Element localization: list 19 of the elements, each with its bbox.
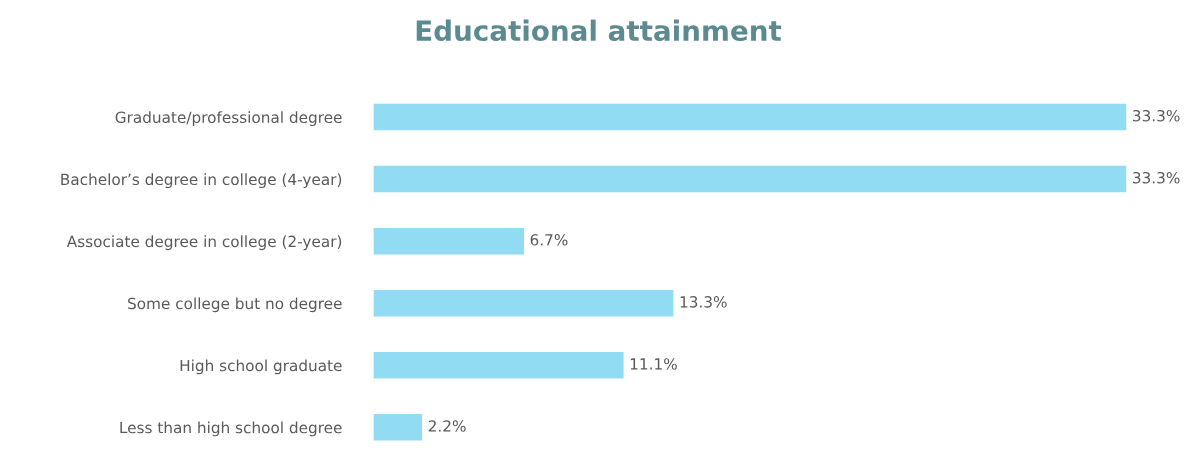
data-label: 13.3% <box>680 296 727 308</box>
y-tick-label: High school graduate <box>180 359 342 375</box>
bar <box>373 412 424 442</box>
chart-title: Educational attainment <box>416 19 782 42</box>
data-label: 33.3% <box>1133 171 1180 184</box>
y-tick-label: Bachelor’s degree in college (4-year) <box>61 173 342 189</box>
data-label: 6.7% <box>530 234 568 246</box>
y-tick-label: Associate degree in college (2-year) <box>66 235 342 251</box>
bar <box>373 102 1127 132</box>
bar <box>373 164 1127 194</box>
bar <box>373 350 626 380</box>
y-tick-label: Less than high school degree <box>120 421 342 437</box>
data-label: 33.3% <box>1133 109 1180 122</box>
y-tick-label: Some college but no degree <box>128 297 342 313</box>
bar <box>373 226 526 256</box>
y-tick-label: Graduate/professional degree <box>115 111 342 127</box>
bar <box>373 288 675 318</box>
data-label: 11.1% <box>630 358 677 370</box>
data-label: 2.2% <box>428 420 466 432</box>
